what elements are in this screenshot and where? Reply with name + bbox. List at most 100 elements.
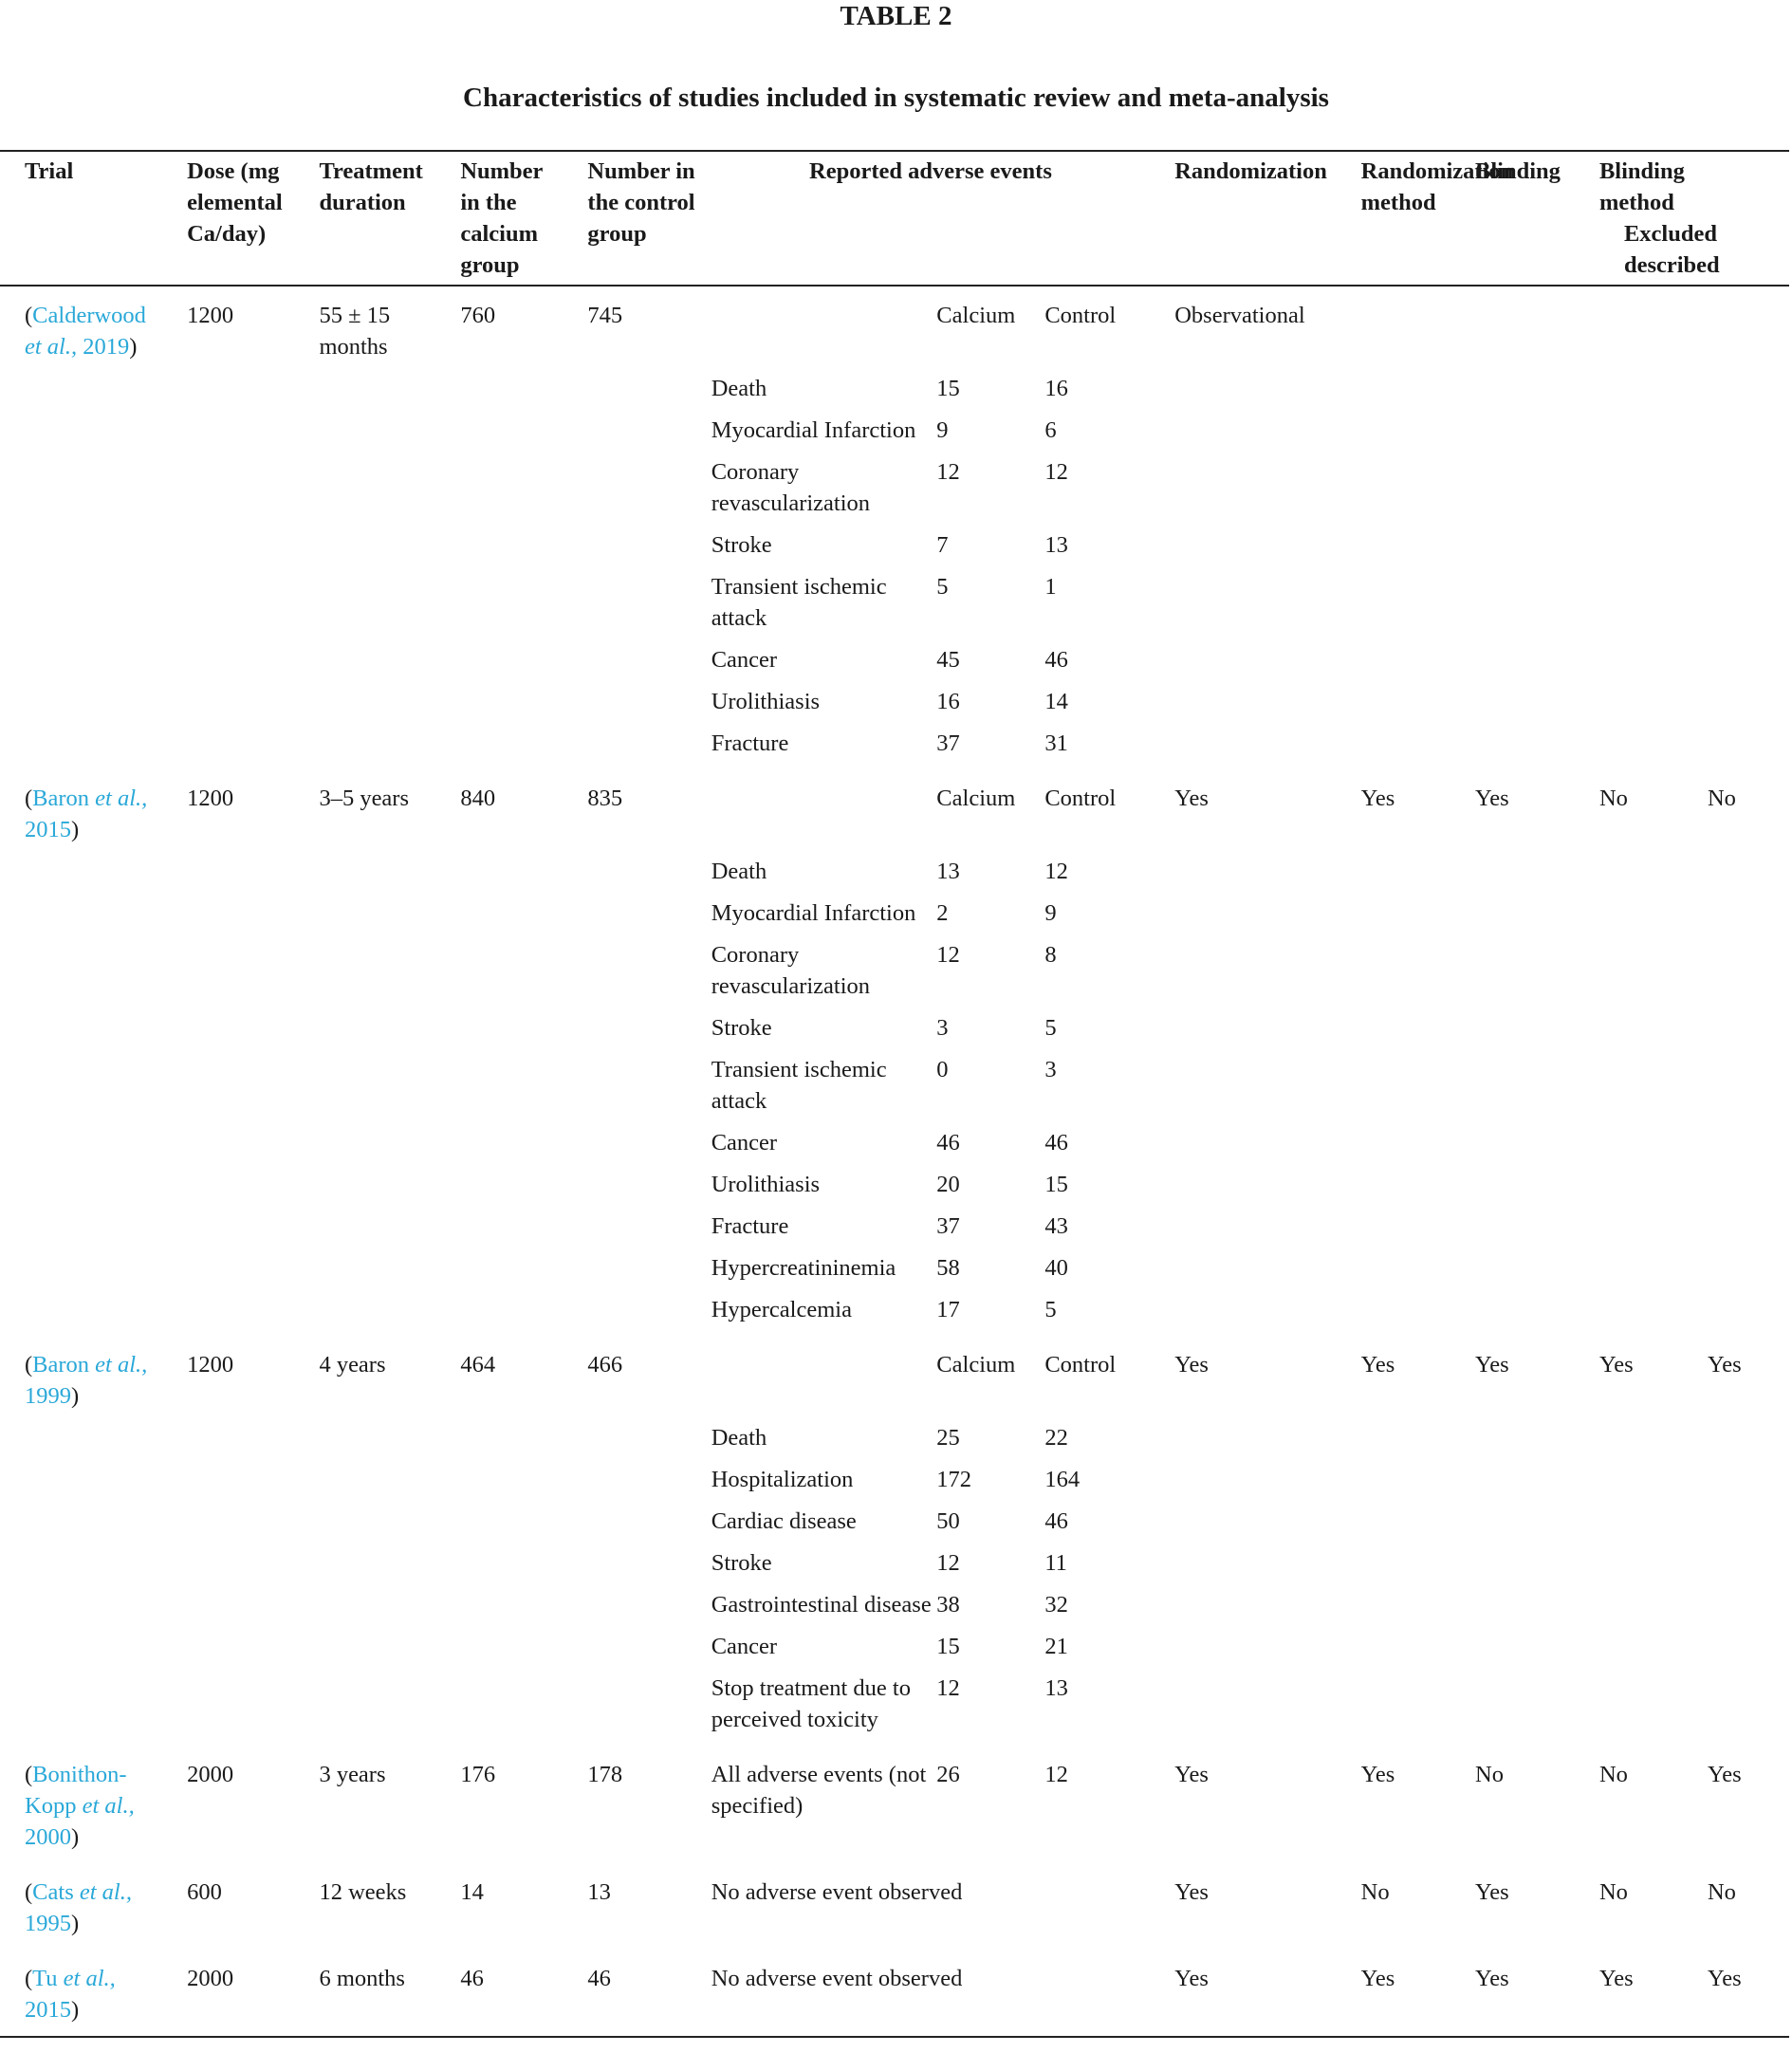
empty-cell — [294, 1169, 435, 1211]
empty-cell — [0, 897, 162, 939]
event-row: Cardiac disease 50 46 — [0, 1506, 1789, 1547]
empty-cell — [0, 571, 162, 644]
empty-cell — [294, 1506, 435, 1547]
empty-cell — [563, 529, 711, 571]
event-control-cell: 12 — [1044, 459, 1068, 485]
event-row: Myocardial Infarction 9 6 — [0, 415, 1789, 456]
empty-cell — [1450, 1589, 1575, 1631]
event-row: Transient ischemic attack 0 3 — [0, 1054, 1789, 1127]
empty-cell — [1450, 1169, 1575, 1211]
empty-cell — [1150, 456, 1336, 529]
empty-cell — [162, 856, 294, 897]
n-calcium-cell: 840 — [460, 786, 496, 811]
empty-cell — [1575, 1294, 1789, 1336]
ref-author[interactable]: Calderwood — [32, 303, 146, 328]
empty-cell — [162, 373, 294, 415]
event-control-cell: 46 — [1044, 1130, 1068, 1156]
empty-cell — [162, 1054, 294, 1127]
empty-cell — [1450, 529, 1575, 571]
empty-cell — [1337, 939, 1450, 1012]
empty-cell — [563, 856, 711, 897]
empty-cell — [435, 415, 563, 456]
empty-cell — [1575, 1673, 1789, 1746]
empty-cell — [162, 1506, 294, 1547]
empty-cell — [0, 1252, 162, 1294]
empty-cell — [1575, 571, 1789, 644]
empty-cell — [435, 1012, 563, 1054]
event-control-cell: 22 — [1044, 1425, 1068, 1451]
empty-cell — [1337, 856, 1450, 897]
empty-cell — [0, 1589, 162, 1631]
empty-cell — [294, 1464, 435, 1506]
ref-author[interactable]: Cats — [32, 1879, 74, 1905]
dose-cell: 1200 — [187, 786, 234, 811]
event-calcium-cell: 3 — [936, 1015, 949, 1041]
ref-etal[interactable]: et al., — [63, 1966, 116, 1991]
ref-author[interactable]: Baron — [32, 1352, 90, 1378]
ref-etal[interactable]: et al., — [25, 334, 78, 360]
empty-cell — [162, 728, 294, 769]
ref-author[interactable]: Tu — [32, 1966, 58, 1991]
ref-year[interactable]: 1999 — [25, 1383, 71, 1409]
event-control-cell: 46 — [1044, 1508, 1068, 1534]
ref-year[interactable]: 2015 — [25, 817, 71, 842]
blind-method-excluded-cell: No Yes — [1575, 1746, 1789, 1863]
event-name-cell: Cancer — [711, 1634, 778, 1659]
empty-cell — [435, 1631, 563, 1673]
excluded-cell: Yes — [1707, 1966, 1742, 1991]
header-duration: Treatment duration — [319, 158, 423, 215]
empty-cell — [162, 1211, 294, 1252]
event-calcium-cell: 12 — [936, 1675, 960, 1701]
empty-cell — [1575, 1012, 1789, 1054]
empty-cell — [1337, 1631, 1450, 1673]
ref-year[interactable]: 2019 — [83, 334, 130, 360]
event-name-cell: Coronary revascularization — [711, 942, 871, 999]
event-name-cell: Cardiac disease — [711, 1508, 857, 1534]
empty-cell — [0, 1127, 162, 1169]
empty-cell — [435, 373, 563, 415]
ref-author[interactable]: Baron — [32, 786, 90, 811]
excluded-cell: Yes — [1707, 1352, 1742, 1378]
ref-year[interactable]: 2015 — [25, 1997, 71, 2023]
event-row: Myocardial Infarction 2 9 — [0, 897, 1789, 939]
ref-close: ) — [71, 1911, 80, 1936]
event-control-cell: 8 — [1044, 942, 1057, 968]
empty-cell — [294, 1012, 435, 1054]
event-row: Fracture 37 43 — [0, 1211, 1789, 1252]
empty-cell — [1450, 1464, 1575, 1506]
event-name-cell: Hospitalization — [711, 1467, 854, 1492]
blinding-cell — [1450, 286, 1575, 373]
empty-cell — [0, 415, 162, 456]
empty-cell — [294, 1422, 435, 1464]
empty-cell — [1337, 728, 1450, 769]
ref-year[interactable]: 1995 — [25, 1911, 71, 1936]
event-control-cell: 11 — [1044, 1550, 1067, 1576]
ref-etal[interactable]: et al., — [95, 786, 148, 811]
empty-cell — [162, 1422, 294, 1464]
event-name-cell: Stroke — [711, 1015, 772, 1041]
event-calcium-cell: 12 — [936, 459, 960, 485]
blinding-cell: Yes — [1475, 1966, 1509, 1991]
event-row: Death 13 12 — [0, 856, 1789, 897]
empty-cell — [563, 1169, 711, 1211]
empty-cell — [1450, 686, 1575, 728]
duration-cell: 4 years — [319, 1352, 386, 1378]
study-row: (Tu et al., 2015) 2000 6 months 46 46 No adve… — [0, 1950, 1789, 2037]
event-calcium-cell: 38 — [936, 1592, 960, 1618]
ref-etal[interactable]: et al., — [82, 1793, 135, 1819]
header-row: Trial Dose (mg elemental Ca/day) Treatme… — [0, 151, 1789, 286]
header-trial: Trial — [25, 158, 74, 184]
empty-cell — [162, 529, 294, 571]
ref-etal[interactable]: et al., — [95, 1352, 148, 1378]
duration-cell: 3–5 years — [319, 786, 410, 811]
empty-cell — [1575, 1506, 1789, 1547]
ref-etal[interactable]: et al., — [79, 1879, 132, 1905]
empty-cell — [294, 529, 435, 571]
ref-year[interactable]: 2000 — [25, 1824, 71, 1850]
trial-reference: (Cats et al., 1995) — [0, 1863, 162, 1950]
ref-author[interactable]: Bonithon-Kopp — [25, 1762, 127, 1819]
empty-cell — [1450, 1054, 1575, 1127]
empty-cell — [294, 644, 435, 686]
rand-method-cell: Yes — [1360, 1762, 1395, 1787]
empty-cell — [162, 1547, 294, 1589]
